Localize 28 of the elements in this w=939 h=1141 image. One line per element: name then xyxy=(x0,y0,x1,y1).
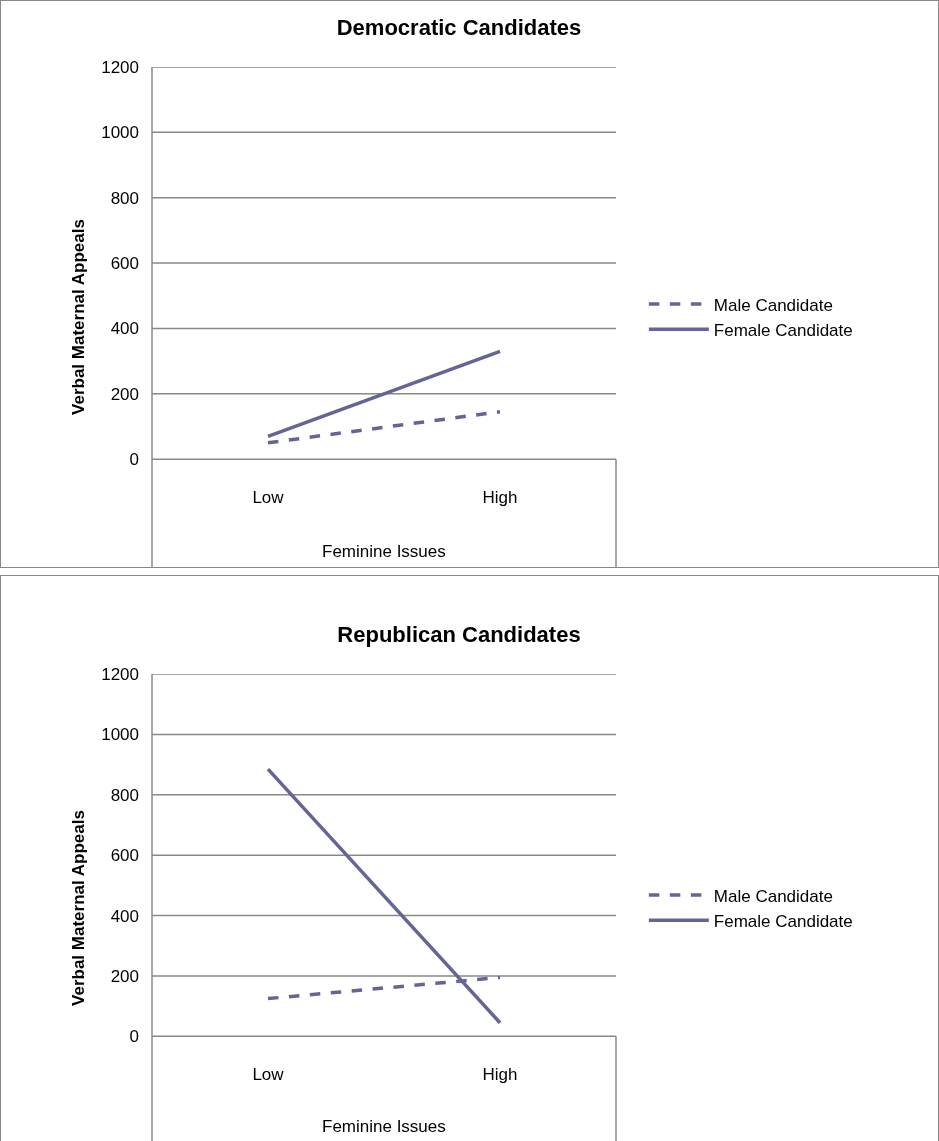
legend-label: Female Candidate xyxy=(713,320,853,340)
y-tick-label: 400 xyxy=(110,906,139,926)
legend-label: Male Candidate xyxy=(713,886,833,906)
y-tick-label: 200 xyxy=(110,384,139,404)
chart-title: Democratic Candidates xyxy=(336,14,582,40)
y-tick-label: 600 xyxy=(110,846,139,866)
y-tick-label: 400 xyxy=(110,319,139,339)
y-axis-title: Verbal Maternal Appeals xyxy=(68,219,88,415)
x-axis-title: Feminine Issues xyxy=(322,1117,446,1136)
y-tick-label: 1000 xyxy=(101,123,139,143)
y-axis-title: Verbal Maternal Appeals xyxy=(68,810,88,1006)
x-axis-title: Feminine Issues xyxy=(322,542,446,561)
x-tick-label: Low xyxy=(252,1065,285,1085)
y-tick-label: 0 xyxy=(129,1027,139,1047)
y-tick-label: 1200 xyxy=(101,664,139,684)
y-tick-label: 600 xyxy=(110,254,139,274)
x-tick-label: Low xyxy=(252,488,285,508)
y-tick-label: 1200 xyxy=(101,57,139,77)
x-tick-label: High xyxy=(482,1065,518,1085)
y-tick-label: 1000 xyxy=(101,725,139,745)
y-tick-label: 0 xyxy=(129,450,139,470)
legend-label: Male Candidate xyxy=(713,295,833,315)
y-tick-label: 800 xyxy=(110,188,139,208)
y-tick-label: 200 xyxy=(110,966,139,986)
x-tick-label: High xyxy=(482,488,518,508)
legend-label: Female Candidate xyxy=(713,911,853,931)
y-tick-label: 800 xyxy=(110,785,139,805)
chart-title: Republican Candidates xyxy=(337,621,581,647)
